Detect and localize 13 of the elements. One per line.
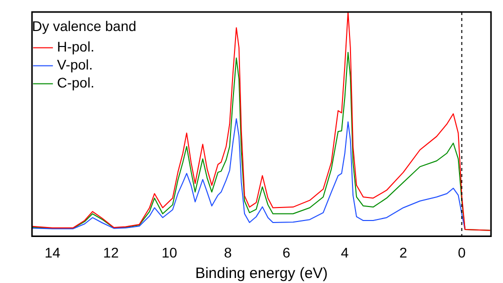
- x-tick-label: 10: [162, 244, 178, 260]
- x-tick-label: 14: [44, 244, 60, 260]
- x-tick-label: 2: [399, 244, 408, 260]
- x-tick-label: 4: [340, 244, 349, 260]
- x-tick-label: 12: [103, 244, 119, 260]
- legend-label: C-pol.: [57, 74, 94, 91]
- x-tick-label: 6: [282, 244, 290, 260]
- x-tick-label: 8: [224, 244, 232, 260]
- legend-label: H-pol.: [57, 38, 94, 55]
- x-tick-label: 0: [458, 244, 466, 260]
- legend-label: V-pol.: [57, 56, 93, 73]
- x-axis-title: Binding energy (eV): [195, 265, 328, 282]
- legend-title: Dy valence band: [32, 18, 136, 34]
